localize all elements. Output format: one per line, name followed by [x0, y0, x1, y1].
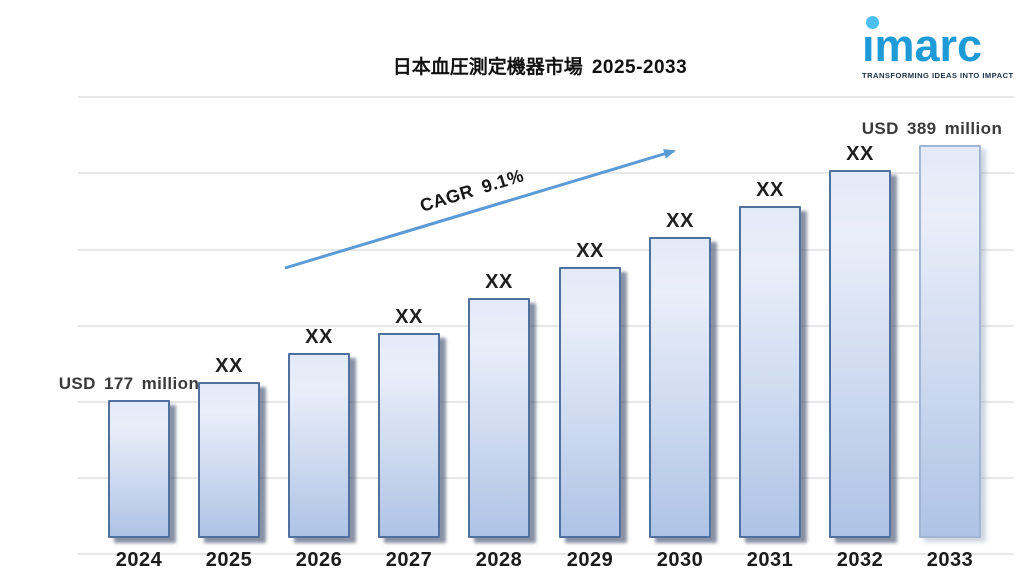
gridline: [78, 553, 1014, 555]
year-label-2032: 2032: [836, 549, 884, 571]
page-title-japanese: 日本血圧測定機器市場: [392, 57, 583, 78]
page-title: 日本血圧測定機器市場 2025-2033: [393, 52, 687, 79]
bar-2032: [829, 170, 891, 538]
logo-brand-text: ımarc: [862, 20, 983, 71]
bar-value-label-2031: XX: [756, 179, 784, 201]
bar-value-label-2033: USD 389 million: [861, 119, 1003, 138]
bar-value-label-2028: XX: [485, 271, 513, 293]
gridline: [78, 477, 1014, 479]
bar-2028: [468, 298, 530, 538]
bar-value-label-2029: XX: [576, 240, 604, 262]
bar-2030: [649, 237, 711, 538]
bar-value-label-2025: XX: [215, 355, 243, 377]
bar-2024: [108, 400, 170, 538]
bar-2025: [198, 382, 260, 538]
bar-value-label-2026: XX: [305, 326, 333, 348]
bar-2026: [288, 353, 350, 538]
year-label-2026: 2026: [295, 549, 343, 571]
gridline: [78, 96, 1014, 98]
bar-2027: [378, 333, 440, 538]
page-title-years: 2025-2033: [591, 57, 688, 78]
bar-value-label-2024: USD 177 million: [58, 374, 200, 393]
bar-2033: [919, 145, 981, 538]
year-label-2031: 2031: [746, 549, 794, 571]
year-label-2033: 2033: [926, 549, 974, 571]
year-label-2030: 2030: [656, 549, 704, 571]
bar-2031: [739, 206, 801, 538]
logo-tagline: TRANSFORMING IDEAS INTO IMPACT: [862, 71, 1014, 80]
bar-value-label-2030: XX: [666, 210, 694, 232]
bar-value-label-2027: XX: [395, 306, 423, 328]
logo-dot-icon: [866, 16, 879, 29]
year-label-2027: 2027: [385, 549, 433, 571]
year-label-2029: 2029: [566, 549, 614, 571]
bar-2029: [559, 267, 621, 538]
gridline: [78, 401, 1014, 403]
year-label-2028: 2028: [475, 549, 523, 571]
gridline: [78, 325, 1014, 327]
imarc-logo: ımarc TRANSFORMING IDEAS INTO IMPACT: [862, 14, 1014, 80]
year-label-2025: 2025: [205, 549, 253, 571]
year-label-2024: 2024: [115, 549, 163, 571]
bar-value-label-2032: XX: [846, 143, 874, 165]
